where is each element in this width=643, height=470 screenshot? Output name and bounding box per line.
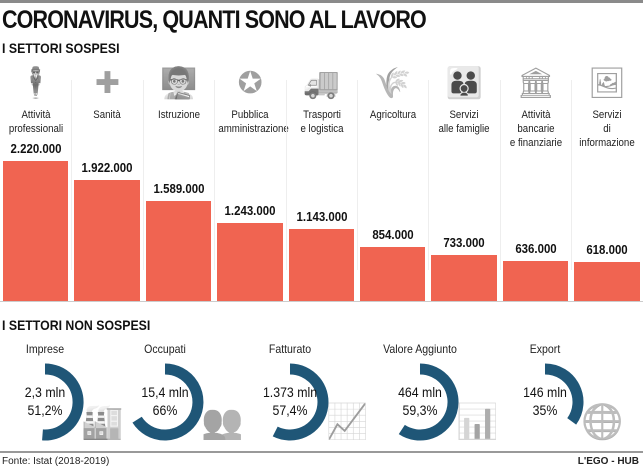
section-title-active: I SETTORI NON SOSPESI	[2, 317, 151, 333]
bar-value-label: 1.589.000	[153, 180, 205, 196]
wheat-icon: 🌾	[374, 67, 412, 100]
bottom-rule	[0, 451, 643, 453]
bar	[574, 262, 640, 301]
bar-value-label: 854.000	[372, 227, 414, 243]
column-divider	[71, 80, 73, 270]
donut-values: 2,3 mln 51,2%	[24, 384, 66, 418]
source-note: Fonte: Istat (2018-2019)	[2, 456, 110, 467]
bar-value-label: 2.220.000	[10, 141, 62, 156]
factory-icon: 🏭	[81, 403, 124, 441]
bar	[145, 200, 212, 301]
column-divider	[428, 80, 430, 270]
column-divider	[214, 80, 216, 270]
donut-label: Imprese	[25, 342, 65, 356]
bar	[360, 247, 426, 301]
bank-icon: 🏛	[516, 67, 555, 100]
bar	[431, 254, 497, 301]
truck-icon: 🚚	[302, 67, 341, 100]
donut-values: 146 mln 35%	[523, 384, 567, 418]
bar-category-label: Pubblica amministrazione	[218, 109, 289, 135]
bar-category-label: Trasporti e logistica	[300, 109, 344, 135]
donut-values: 464 mln 59,3%	[398, 384, 442, 418]
page-title: CORONAVIRUS, QUANTI SONO AL LAVORO	[2, 6, 427, 34]
bar-category-label: Servizi alle famiglie	[438, 109, 490, 135]
bar-value-label: 1.143.000	[296, 208, 348, 224]
top-rule	[0, 0, 643, 3]
bar	[502, 260, 569, 301]
bar-category-label: Istruzione	[157, 109, 200, 121]
donut-arc	[132, 363, 204, 441]
teacher-icon: 👨‍🏫	[160, 67, 198, 100]
bar-value-label: 1.922.000	[81, 159, 133, 175]
globe-download-icon: 🌐	[581, 403, 624, 441]
section-title-suspended: I SETTORI SOSPESI	[2, 40, 120, 56]
bar-category-label: Attività professionali	[8, 109, 64, 135]
donut-label: Occupati	[144, 342, 186, 356]
bar-category-label: Sanità	[93, 109, 122, 121]
column-divider	[571, 80, 573, 270]
bar-value-label: 636.000	[515, 240, 557, 256]
bar	[288, 228, 354, 301]
donut-values: 1.373 mln 57,4%	[262, 384, 318, 418]
donut-arc	[42, 363, 84, 441]
news-icon: 🖼	[588, 67, 627, 100]
bar	[3, 161, 69, 301]
bar-value-label: 1.243.000	[224, 202, 276, 218]
donut-label: Export	[529, 342, 561, 356]
bar-value-label: 618.000	[586, 242, 628, 258]
donut-values: 15,4 mln 66%	[141, 384, 189, 418]
bar-value-label: 733.000	[443, 234, 486, 250]
growth-icon: 📈	[326, 403, 369, 441]
people-icon: 👥	[201, 403, 244, 441]
donut-arc	[544, 363, 584, 425]
column-divider	[357, 80, 358, 270]
bar-category-label: Servizi di informazione	[579, 109, 635, 149]
businessman-icon: 🕴	[17, 67, 55, 100]
column-divider	[499, 80, 501, 270]
column-divider	[285, 80, 287, 270]
bar	[217, 222, 283, 301]
donut-label: Valore Aggiunto	[383, 342, 457, 356]
donut-arc	[398, 363, 459, 441]
donut-arc	[272, 363, 329, 441]
credit: L'EGO - HUB	[577, 456, 639, 467]
bar	[74, 179, 140, 301]
bar-growth-icon: 📊	[456, 403, 499, 441]
health-cross-icon: ✚	[94, 67, 120, 100]
bar-baseline	[0, 301, 643, 302]
bar-category-label: Agricoltura	[369, 109, 417, 121]
bar-category-label: Attività bancarie e finanziarie	[509, 109, 562, 149]
emblem-icon: ✪	[237, 67, 263, 100]
family-icon: 👪	[445, 67, 484, 100]
donut-label: Fatturato	[268, 342, 312, 356]
column-divider	[142, 80, 144, 270]
